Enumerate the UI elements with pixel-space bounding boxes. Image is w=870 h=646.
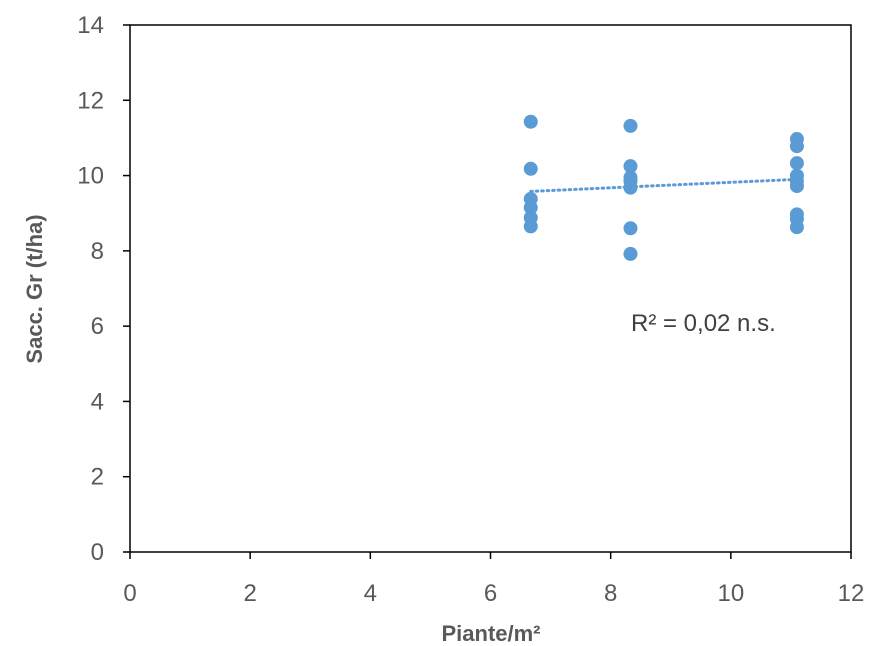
y-tick-label: 6: [91, 313, 104, 340]
y-tick-label: 2: [91, 464, 104, 491]
x-tick-label: 8: [604, 580, 617, 607]
x-tick-label: 6: [484, 580, 497, 607]
data-point: [623, 159, 638, 174]
data-point: [789, 156, 804, 171]
r-squared-annotation: R² = 0,02 n.s.: [631, 310, 776, 337]
data-point: [523, 200, 538, 215]
plot-area: [129, 24, 852, 553]
data-point: [623, 118, 638, 133]
y-tick-label: 0: [91, 539, 104, 566]
y-tick-label: 12: [77, 87, 104, 114]
data-point: [623, 246, 638, 261]
x-axis-title: Piante/m²: [441, 621, 540, 646]
trendline: [529, 177, 799, 193]
data-point: [623, 180, 638, 195]
x-tick-label: 4: [364, 580, 377, 607]
x-tick-label: 0: [123, 580, 136, 607]
data-point: [523, 219, 538, 234]
data-point: [789, 179, 804, 194]
y-tick-label: 8: [91, 238, 104, 265]
x-tick-label: 12: [838, 580, 865, 607]
y-tick-label: 14: [77, 12, 104, 39]
data-point: [789, 220, 804, 235]
data-point: [523, 114, 538, 129]
data-point: [523, 161, 538, 176]
y-axis-title: Sacc. Gr (t/ha): [22, 214, 47, 363]
data-point: [789, 139, 804, 154]
x-tick-label: 10: [717, 580, 744, 607]
y-tick-label: 10: [77, 163, 104, 190]
data-point: [623, 221, 638, 236]
y-tick-label: 4: [91, 388, 104, 415]
x-tick-label: 2: [243, 580, 256, 607]
